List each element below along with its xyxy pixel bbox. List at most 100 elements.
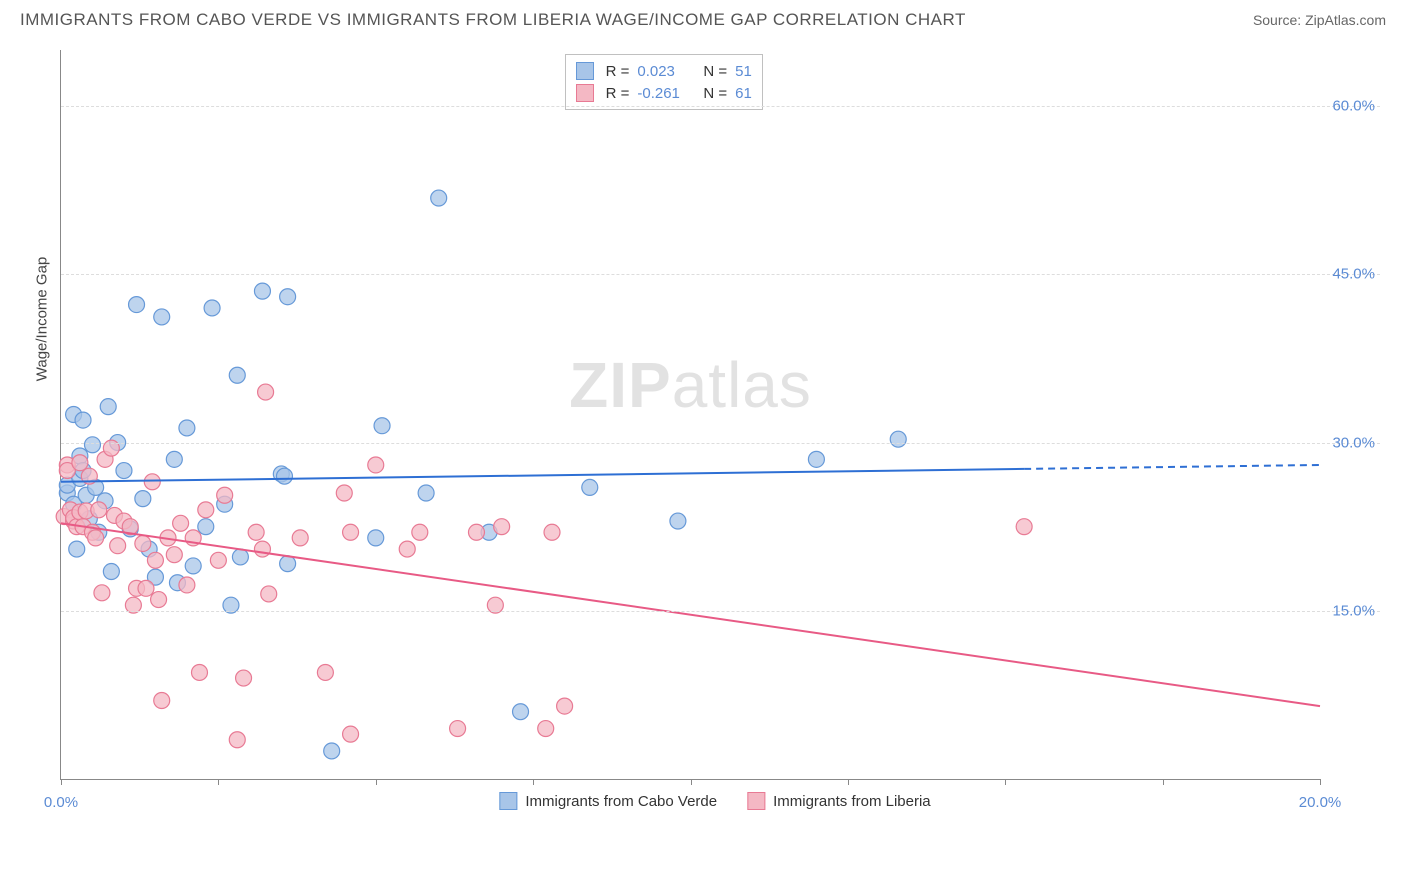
gridline bbox=[61, 106, 1380, 107]
data-point bbox=[75, 412, 91, 428]
n-label: N = bbox=[703, 63, 727, 80]
n-value: 61 bbox=[735, 85, 752, 102]
series-legend: Immigrants from Cabo Verde Immigrants fr… bbox=[499, 792, 930, 810]
series-legend-item: Immigrants from Liberia bbox=[747, 792, 931, 810]
data-point bbox=[336, 485, 352, 501]
data-point bbox=[254, 283, 270, 299]
data-point bbox=[110, 538, 126, 554]
r-label: R = bbox=[606, 63, 630, 80]
data-point bbox=[374, 418, 390, 434]
data-point bbox=[494, 519, 510, 535]
legend-swatch bbox=[747, 792, 765, 810]
data-point bbox=[173, 515, 189, 531]
data-point bbox=[236, 670, 252, 686]
data-point bbox=[399, 541, 415, 557]
data-point bbox=[135, 491, 151, 507]
source-label: Source: ZipAtlas.com bbox=[1253, 12, 1386, 28]
data-point bbox=[317, 664, 333, 680]
data-point bbox=[368, 457, 384, 473]
data-point bbox=[544, 524, 560, 540]
trend-line-dashed bbox=[1024, 465, 1320, 469]
data-point bbox=[135, 535, 151, 551]
scatter-svg bbox=[61, 50, 1320, 779]
data-point bbox=[69, 541, 85, 557]
data-point bbox=[198, 502, 214, 518]
data-point bbox=[129, 297, 145, 313]
data-point bbox=[166, 451, 182, 467]
data-point bbox=[513, 704, 529, 720]
correlation-legend-row: R = -0.261 N = 61 bbox=[576, 82, 752, 104]
data-point bbox=[229, 367, 245, 383]
data-point bbox=[412, 524, 428, 540]
data-point bbox=[538, 721, 554, 737]
data-point bbox=[343, 726, 359, 742]
x-tick bbox=[1320, 779, 1321, 785]
data-point bbox=[210, 552, 226, 568]
data-point bbox=[185, 558, 201, 574]
data-point bbox=[808, 451, 824, 467]
data-point bbox=[147, 552, 163, 568]
gridline bbox=[61, 611, 1380, 612]
data-point bbox=[280, 289, 296, 305]
data-point bbox=[557, 698, 573, 714]
data-point bbox=[191, 664, 207, 680]
n-label: N = bbox=[703, 85, 727, 102]
data-point bbox=[292, 530, 308, 546]
data-point bbox=[1016, 519, 1032, 535]
data-point bbox=[204, 300, 220, 316]
chart-title: IMMIGRANTS FROM CABO VERDE VS IMMIGRANTS… bbox=[20, 10, 966, 30]
data-point bbox=[418, 485, 434, 501]
series-legend-item: Immigrants from Cabo Verde bbox=[499, 792, 717, 810]
data-point bbox=[166, 547, 182, 563]
correlation-legend: R = 0.023 N = 51 R = -0.261 N = 61 bbox=[565, 54, 763, 110]
x-tick bbox=[1163, 779, 1164, 785]
data-point bbox=[248, 524, 264, 540]
data-point bbox=[179, 420, 195, 436]
data-point bbox=[84, 437, 100, 453]
n-value: 51 bbox=[735, 63, 752, 80]
data-point bbox=[280, 556, 296, 572]
data-point bbox=[450, 721, 466, 737]
gridline bbox=[61, 274, 1380, 275]
data-point bbox=[72, 455, 88, 471]
x-tick-label: 20.0% bbox=[1299, 794, 1342, 811]
data-point bbox=[94, 585, 110, 601]
r-value: 0.023 bbox=[637, 63, 687, 80]
data-point bbox=[88, 530, 104, 546]
gridline bbox=[61, 443, 1380, 444]
r-value: -0.261 bbox=[637, 85, 687, 102]
y-axis-label: Wage/Income Gap bbox=[34, 257, 51, 382]
data-point bbox=[116, 463, 132, 479]
y-tick-label: 15.0% bbox=[1332, 602, 1375, 619]
data-point bbox=[258, 384, 274, 400]
data-point bbox=[217, 487, 233, 503]
correlation-legend-row: R = 0.023 N = 51 bbox=[576, 60, 752, 82]
legend-swatch bbox=[576, 84, 594, 102]
data-point bbox=[368, 530, 384, 546]
data-point bbox=[343, 524, 359, 540]
data-point bbox=[144, 474, 160, 490]
x-tick bbox=[1005, 779, 1006, 785]
x-tick bbox=[61, 779, 62, 785]
x-tick bbox=[691, 779, 692, 785]
x-tick bbox=[218, 779, 219, 785]
data-point bbox=[179, 577, 195, 593]
data-point bbox=[468, 524, 484, 540]
r-label: R = bbox=[606, 85, 630, 102]
data-point bbox=[138, 580, 154, 596]
plot-area: ZIPatlas R = 0.023 N = 51 R = -0.261 N =… bbox=[60, 50, 1320, 780]
x-tick bbox=[533, 779, 534, 785]
data-point bbox=[91, 502, 107, 518]
data-point bbox=[254, 541, 270, 557]
data-point bbox=[276, 468, 292, 484]
data-point bbox=[103, 564, 119, 580]
data-point bbox=[198, 519, 214, 535]
data-point bbox=[431, 190, 447, 206]
legend-swatch bbox=[576, 62, 594, 80]
data-point bbox=[154, 309, 170, 325]
chart-container: Wage/Income Gap ZIPatlas R = 0.023 N = 5… bbox=[50, 50, 1380, 820]
data-point bbox=[232, 549, 248, 565]
legend-swatch bbox=[499, 792, 517, 810]
y-tick-label: 30.0% bbox=[1332, 434, 1375, 451]
series-legend-label: Immigrants from Liberia bbox=[773, 793, 931, 810]
